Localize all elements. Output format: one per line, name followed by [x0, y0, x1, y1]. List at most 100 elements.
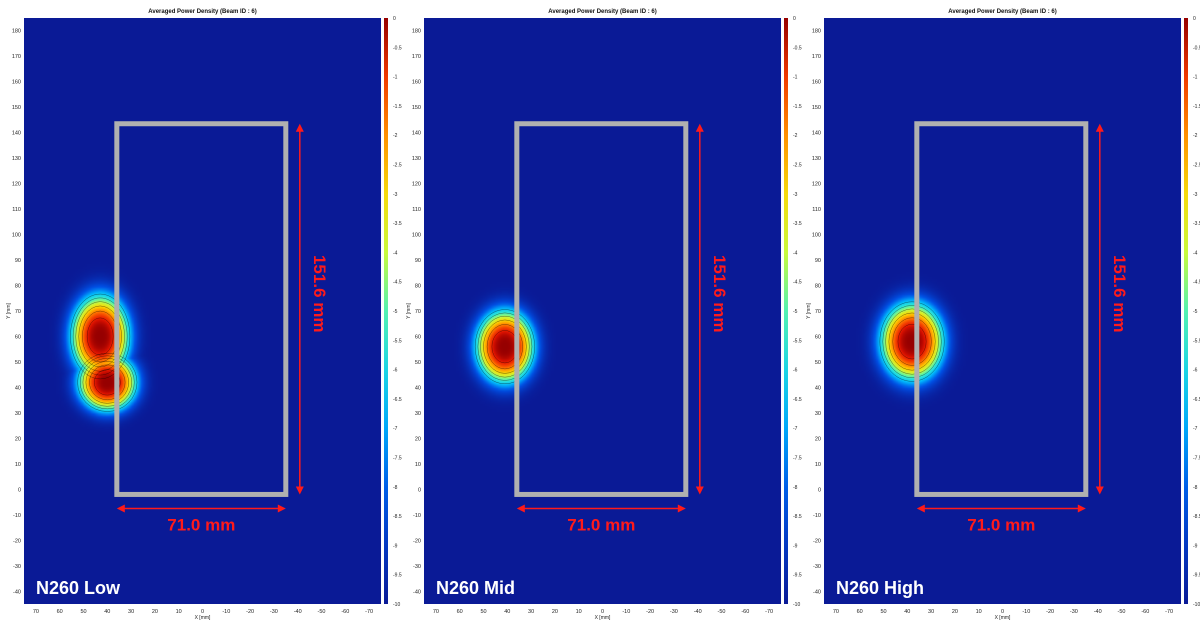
y-tick-label: -40 [413, 589, 421, 595]
colorbar-tick-label: 0 [1193, 16, 1196, 22]
height-arrowhead-top [295, 123, 304, 132]
colorbar-tick-label: -6.5 [393, 397, 402, 403]
y-tick-label: 90 [415, 258, 421, 264]
contour-line [89, 364, 126, 401]
y-tick-label: 140 [12, 131, 21, 137]
x-tick-label: 70 [433, 609, 439, 615]
colorbar-tick-label: -2 [793, 133, 798, 139]
y-tick-label: 20 [15, 436, 21, 442]
x-tick-label: 60 [57, 609, 63, 615]
colorbar-tick-label: -10 [1193, 602, 1200, 608]
colorbar-tick-label: -5.5 [1193, 338, 1200, 344]
colorbar-tick-label: -6 [1193, 368, 1198, 374]
contour-line [892, 317, 932, 366]
y-tick-label: -20 [413, 538, 421, 544]
height-arrowhead-top [1095, 123, 1104, 132]
height-arrowhead-top [695, 123, 704, 132]
y-tick-label: 110 [812, 207, 821, 213]
colorbar-tick-label: -3 [393, 192, 398, 198]
contour-line [77, 352, 138, 412]
colorbar-tick-label: -6 [393, 368, 398, 374]
y-axis-label: Y [mm] [806, 303, 812, 319]
colorbar-tick-label: -4.5 [393, 280, 402, 286]
colorbar-tick-label: -8.5 [793, 514, 802, 520]
colorbar-tick-label: -7 [793, 426, 798, 432]
x-tick-label: -60 [741, 609, 749, 615]
width-annotation: 71.0 mm [167, 515, 235, 534]
height-annotation: 151.6 mm [310, 255, 329, 333]
colorbar-tick-label: -3.5 [1193, 221, 1200, 227]
device-outline [914, 121, 1089, 497]
y-tick-label: 180 [812, 29, 821, 35]
x-tick-label: 50 [480, 609, 486, 615]
x-tick-label: -20 [1046, 609, 1054, 615]
colorbar-tick-label: -0.5 [1193, 45, 1200, 51]
height-arrowhead-bottom [295, 486, 304, 495]
heatmap-field [424, 18, 781, 604]
x-tick-label: 10 [176, 609, 182, 615]
contour-line [882, 305, 942, 379]
heatmap-panel-2: 70 60 50 40 30 20 10 0 -10 -20 -30 -40 -50 -60 -70-40-… [406, 9, 802, 621]
x-tick-label: -70 [765, 609, 773, 615]
x-tick-label: -30 [670, 609, 678, 615]
y-tick-label: 120 [812, 182, 821, 188]
y-tick-label: 60 [15, 334, 21, 340]
contour-line [477, 312, 533, 381]
y-tick-label: -40 [813, 589, 821, 595]
y-tick-label: 70 [815, 309, 821, 315]
x-tick-label: 70 [33, 609, 39, 615]
y-tick-label: 10 [415, 462, 421, 468]
colorbar-tick-label: -4.5 [793, 280, 802, 286]
colorbar-tick-label: -7.5 [793, 456, 802, 462]
contour-line [474, 309, 535, 385]
x-axis-label: X [mm] [195, 615, 211, 621]
y-tick-label: 160 [12, 80, 21, 86]
y-tick-label: 40 [15, 385, 21, 391]
y-tick-label: 170 [412, 54, 421, 60]
colorbar-tick-label: 0 [393, 16, 396, 22]
height-annotation: 151.6 mm [1110, 255, 1129, 333]
device-outline [514, 121, 689, 497]
x-tick-label: 20 [952, 609, 958, 615]
y-tick-label: -30 [413, 564, 421, 570]
width-arrowhead-left [516, 504, 525, 513]
colorbar-tick-label: -9.5 [793, 573, 802, 579]
y-tick-label: -30 [813, 564, 821, 570]
y-tick-label: 130 [812, 156, 821, 162]
y-tick-label: 100 [412, 233, 421, 239]
x-tick-label: 30 [928, 609, 934, 615]
colorbar-tick-label: -4 [1193, 250, 1198, 256]
colorbar-tick-label: -5 [393, 309, 398, 315]
contour-line [75, 301, 125, 372]
colorbar-tick-label: -5 [1193, 309, 1198, 315]
y-tick-label: 60 [415, 334, 421, 340]
width-arrowhead-right [277, 504, 286, 513]
x-tick-label: -40 [694, 609, 702, 615]
y-tick-label: 170 [12, 54, 21, 60]
heatmap-field [824, 18, 1181, 604]
width-arrowhead-left [916, 504, 925, 513]
y-tick-label: 50 [415, 360, 421, 366]
x-tick-label: 40 [904, 609, 910, 615]
x-tick-label: -40 [1094, 609, 1102, 615]
colorbar-tick-label: -8 [393, 485, 398, 491]
width-annotation: 71.0 mm [567, 515, 635, 534]
y-tick-label: 140 [412, 131, 421, 137]
panel-label: N260 Mid [436, 578, 515, 598]
contour-line [82, 358, 132, 407]
panel-label: N260 High [836, 578, 924, 598]
y-tick-label: 70 [15, 309, 21, 315]
y-tick-label: 90 [15, 258, 21, 264]
heatmap-panel-1: 70 60 50 40 30 20 10 0 -10 -20 -30 -40 -50 -60 -70-40-… [6, 9, 402, 621]
x-tick-label: -10 [1022, 609, 1030, 615]
x-tick-label: -30 [270, 609, 278, 615]
colorbar-tick-label: -4 [393, 250, 398, 256]
colorbar-tick-label: -1.5 [393, 104, 402, 110]
x-tick-label: -40 [294, 609, 302, 615]
colorbar-tick-label: -1 [793, 75, 798, 81]
x-tick-label: 0 [1001, 609, 1004, 615]
colorbar-tick-label: -3.5 [393, 221, 402, 227]
colorbar-tick-label: -5.5 [793, 338, 802, 344]
colorbar-tick-label: -1.5 [1193, 104, 1200, 110]
